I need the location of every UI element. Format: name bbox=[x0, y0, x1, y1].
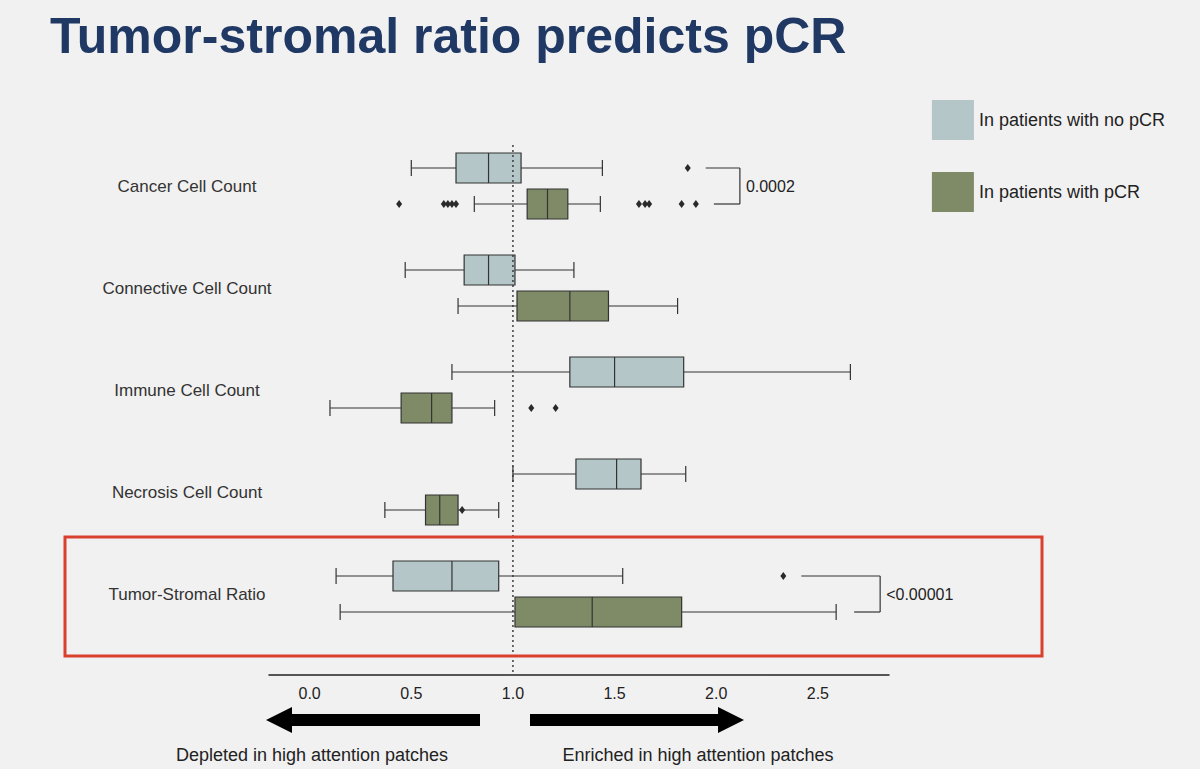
svg-text:Depleted in high attention pat: Depleted in high attention patches bbox=[176, 745, 448, 765]
svg-text:<0.00001: <0.00001 bbox=[886, 586, 953, 603]
svg-text:2.0: 2.0 bbox=[705, 685, 727, 702]
svg-text:Tumor-stromal ratio predicts p: Tumor-stromal ratio predicts pCR bbox=[50, 8, 846, 64]
svg-text:Necrosis Cell Count: Necrosis Cell Count bbox=[112, 483, 262, 502]
svg-text:0.0002: 0.0002 bbox=[746, 178, 795, 195]
svg-text:Enriched in high attention pat: Enriched in high attention patches bbox=[562, 745, 833, 765]
svg-text:In patients with no pCR: In patients with no pCR bbox=[979, 110, 1165, 130]
svg-text:1.0: 1.0 bbox=[502, 685, 524, 702]
svg-text:In patients with pCR: In patients with pCR bbox=[979, 182, 1140, 202]
svg-text:Connective Cell Count: Connective Cell Count bbox=[102, 279, 271, 298]
svg-text:0.5: 0.5 bbox=[400, 685, 422, 702]
svg-text:Cancer Cell Count: Cancer Cell Count bbox=[118, 177, 257, 196]
svg-text:Immune Cell Count: Immune Cell Count bbox=[114, 381, 260, 400]
svg-text:0.0: 0.0 bbox=[299, 685, 321, 702]
svg-text:1.5: 1.5 bbox=[603, 685, 625, 702]
svg-text:2.5: 2.5 bbox=[807, 685, 829, 702]
svg-text:Tumor-Stromal Ratio: Tumor-Stromal Ratio bbox=[108, 585, 265, 604]
